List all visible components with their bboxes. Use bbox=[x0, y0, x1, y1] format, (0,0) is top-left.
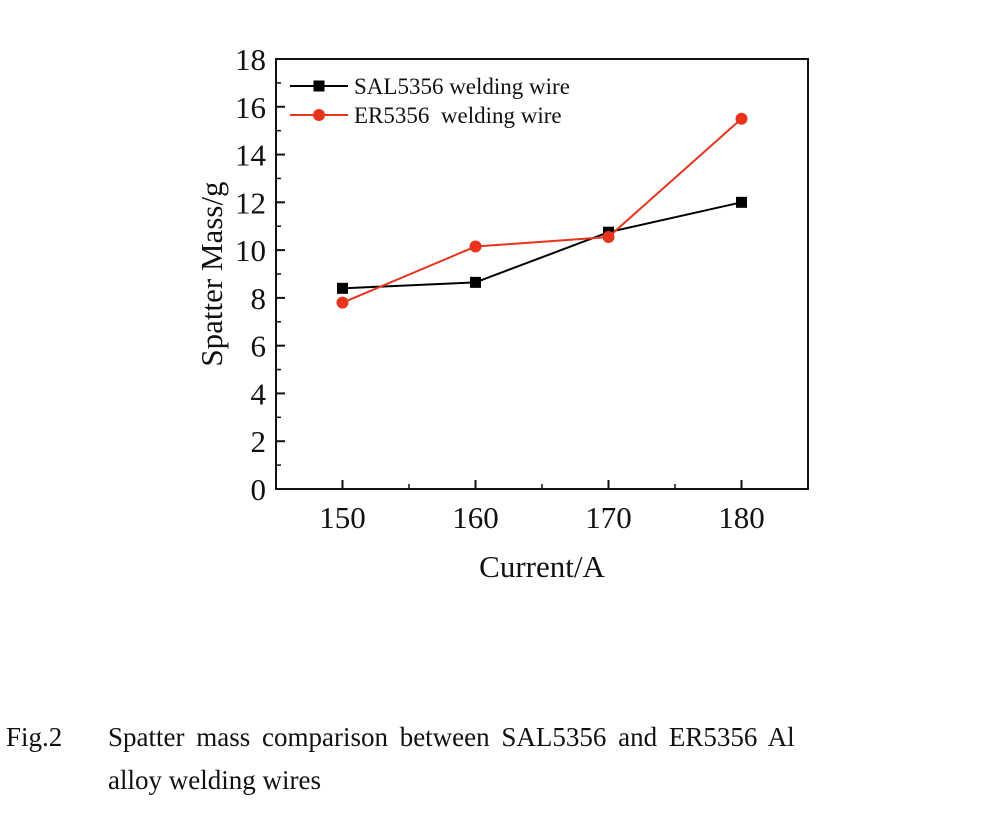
caption-text-line1: Spatter mass comparison between SAL5356 … bbox=[108, 722, 795, 752]
y-tick-label: 8 bbox=[251, 281, 267, 316]
y-tick-label: 6 bbox=[251, 329, 267, 364]
legend-marker-1 bbox=[313, 80, 325, 92]
x-axis-label: Current/A bbox=[479, 549, 605, 584]
legend-label-1: SAL5356 welding wire bbox=[354, 74, 570, 99]
x-tick-label: 180 bbox=[718, 500, 765, 535]
data-point-series-2 bbox=[336, 296, 349, 309]
y-tick-label: 10 bbox=[235, 233, 266, 268]
y-tick-label: 0 bbox=[251, 472, 267, 507]
y-tick-label: 16 bbox=[235, 90, 266, 125]
legend-marker-2 bbox=[313, 109, 325, 121]
line-chart: 0 2 4 6 8 10 12 14 16 18 150 160 170 180 Current/A Spat… bbox=[194, 42, 809, 584]
data-point-series-2 bbox=[735, 112, 748, 125]
x-tick-label: 150 bbox=[319, 500, 366, 535]
y-axis-label: Spatter Mass/g bbox=[194, 181, 229, 366]
x-tick-label: 170 bbox=[585, 500, 632, 535]
chart-figure: 0 2 4 6 8 10 12 14 16 18 150 160 170 180 Current/A Spat… bbox=[194, 42, 809, 584]
legend-label-2: ER5356 welding wire bbox=[354, 103, 562, 128]
data-point-series-2 bbox=[602, 230, 615, 243]
data-point-series-1 bbox=[470, 276, 481, 288]
y-tick-label: 4 bbox=[251, 376, 267, 411]
data-point-series-1 bbox=[337, 282, 348, 294]
data-point-series-2 bbox=[469, 240, 482, 253]
caption-text-line2: alloy welding wires bbox=[108, 765, 321, 795]
caption-label: Fig.2 bbox=[6, 722, 63, 752]
y-tick-label: 2 bbox=[251, 424, 267, 459]
series-line-2 bbox=[342, 117, 743, 304]
y-tick-label: 18 bbox=[235, 42, 266, 77]
series-line-1 bbox=[342, 201, 742, 290]
data-point-series-1 bbox=[736, 196, 747, 208]
y-tick-label: 12 bbox=[235, 185, 266, 220]
x-tick-label: 160 bbox=[452, 500, 499, 535]
y-tick-label: 14 bbox=[235, 138, 267, 173]
